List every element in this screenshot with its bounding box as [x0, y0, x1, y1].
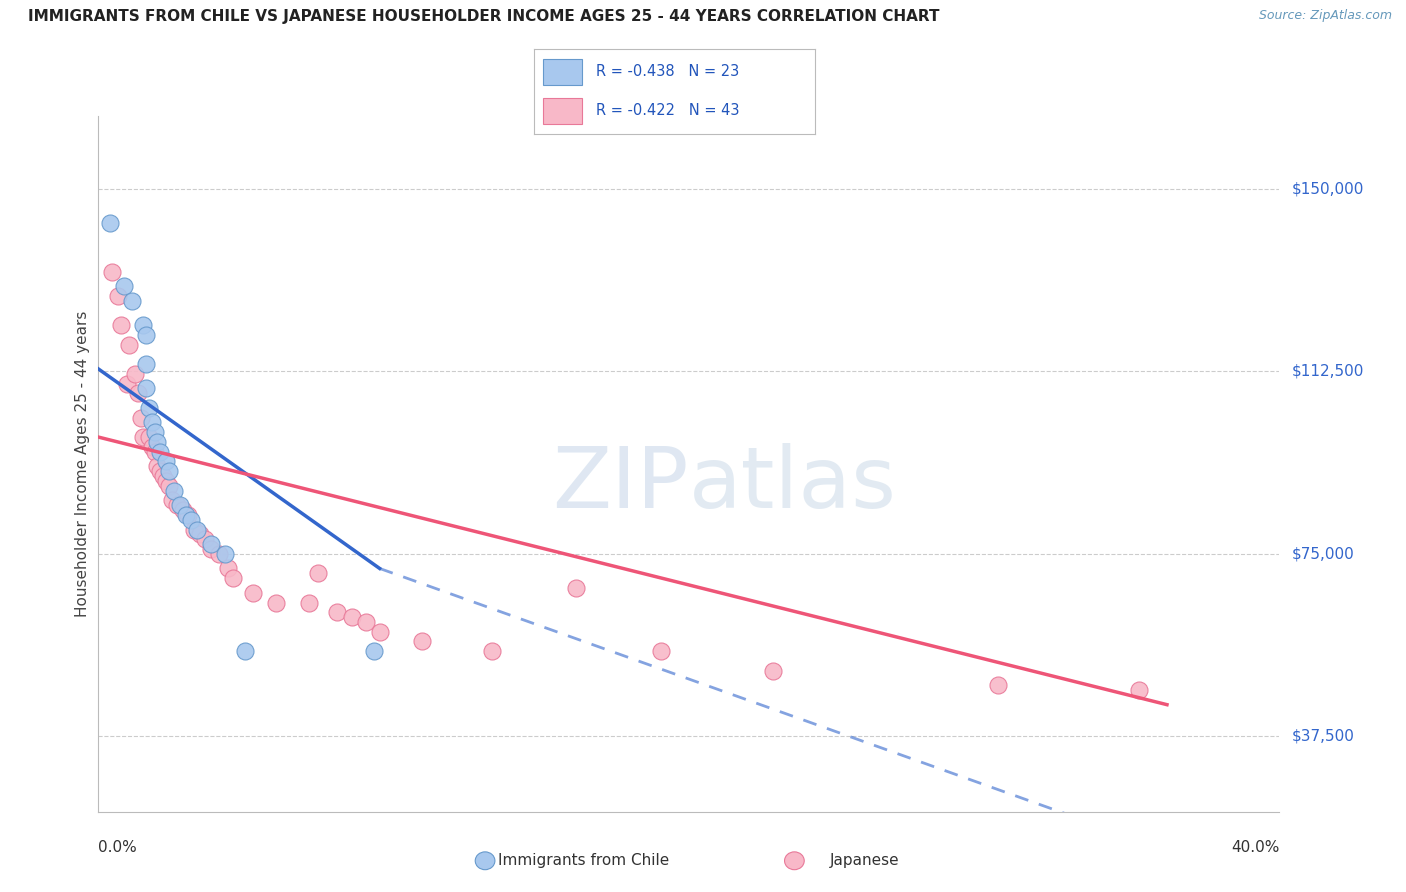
Point: [160, 493, 183, 508]
Point: [110, 318, 132, 333]
Text: atlas: atlas: [689, 443, 897, 526]
Text: R = -0.438   N = 23: R = -0.438 N = 23: [596, 64, 740, 79]
Text: $75,000: $75,000: [1291, 547, 1354, 561]
Point: [163, 483, 186, 498]
Point: [132, 318, 155, 333]
Point: [200, 537, 222, 551]
FancyBboxPatch shape: [543, 59, 582, 85]
Text: Source: ZipAtlas.com: Source: ZipAtlas.com: [1258, 9, 1392, 22]
Point: [107, 289, 129, 303]
Text: Immigrants from Chile: Immigrants from Chile: [498, 854, 669, 868]
Text: $112,500: $112,500: [1291, 364, 1364, 379]
Point: [650, 644, 672, 658]
Point: [135, 357, 157, 371]
Y-axis label: Householder Income Ages 25 - 44 years: Householder Income Ages 25 - 44 years: [75, 310, 90, 617]
Text: $37,500: $37,500: [1291, 729, 1354, 744]
Point: [354, 615, 377, 629]
Point: [208, 547, 231, 561]
Point: [115, 376, 138, 391]
Point: [264, 595, 287, 609]
Point: [112, 279, 135, 293]
Text: 40.0%: 40.0%: [1232, 839, 1279, 855]
Point: [177, 508, 200, 522]
Point: [200, 541, 222, 556]
Point: [186, 523, 208, 537]
Point: [481, 644, 503, 658]
Point: [135, 381, 157, 395]
Point: [762, 664, 785, 678]
Text: ZIP: ZIP: [553, 443, 689, 526]
Point: [217, 561, 239, 575]
Point: [124, 367, 146, 381]
Point: [132, 430, 155, 444]
Point: [194, 533, 217, 547]
Point: [233, 644, 256, 658]
Point: [368, 624, 391, 639]
Point: [138, 430, 160, 444]
Point: [188, 527, 211, 541]
Point: [101, 265, 124, 279]
FancyBboxPatch shape: [543, 98, 582, 124]
Point: [143, 425, 166, 440]
Point: [172, 503, 194, 517]
Point: [121, 293, 143, 308]
Point: [1128, 683, 1150, 698]
Point: [298, 595, 321, 609]
Point: [141, 440, 163, 454]
Point: [565, 581, 588, 595]
Point: [138, 401, 160, 415]
Text: 0.0%: 0.0%: [98, 839, 138, 855]
Point: [157, 464, 180, 478]
Point: [155, 474, 177, 488]
Point: [149, 464, 172, 478]
Text: Japanese: Japanese: [830, 854, 900, 868]
Point: [129, 410, 152, 425]
Point: [169, 498, 191, 512]
Point: [214, 547, 236, 561]
Point: [146, 434, 169, 449]
Point: [135, 327, 157, 342]
Text: IMMIGRANTS FROM CHILE VS JAPANESE HOUSEHOLDER INCOME AGES 25 - 44 YEARS CORRELAT: IMMIGRANTS FROM CHILE VS JAPANESE HOUSEH…: [28, 9, 939, 24]
Point: [174, 508, 197, 522]
Point: [152, 469, 174, 483]
Point: [180, 513, 202, 527]
Point: [118, 337, 141, 351]
Point: [143, 444, 166, 458]
Point: [987, 678, 1010, 692]
Point: [155, 454, 177, 468]
Point: [242, 586, 264, 600]
Point: [411, 634, 433, 648]
Point: [363, 644, 385, 658]
Point: [166, 498, 188, 512]
Point: [157, 479, 180, 493]
Point: [141, 416, 163, 430]
Point: [307, 566, 329, 581]
Point: [149, 444, 172, 458]
Point: [340, 610, 363, 624]
Point: [222, 571, 245, 585]
Point: [127, 386, 149, 401]
Point: [183, 523, 205, 537]
Text: $150,000: $150,000: [1291, 181, 1364, 196]
Point: [326, 605, 349, 619]
Point: [146, 459, 169, 474]
Point: [98, 216, 121, 230]
Text: R = -0.422   N = 43: R = -0.422 N = 43: [596, 103, 740, 119]
